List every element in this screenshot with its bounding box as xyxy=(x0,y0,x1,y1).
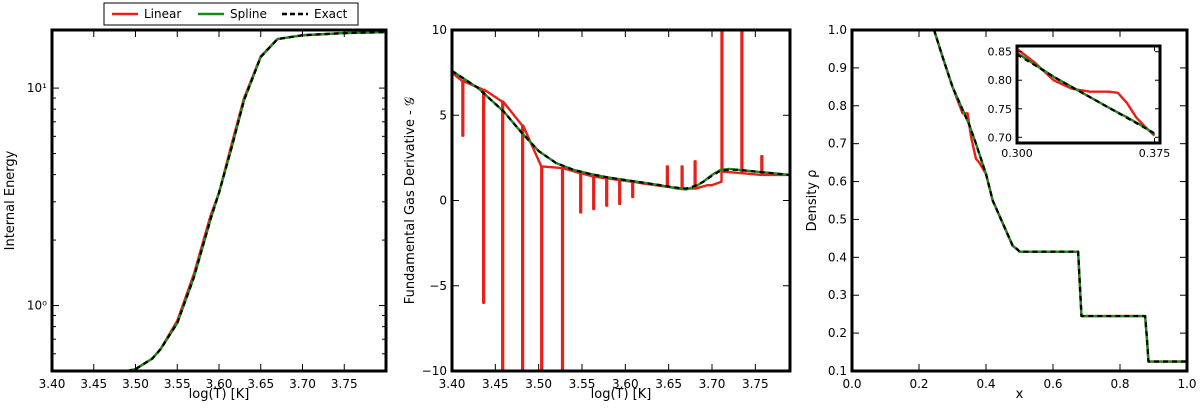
legend: Linear Spline Exact xyxy=(103,2,359,26)
x-tick-label: 3.75 xyxy=(331,377,358,391)
y-tick-label: 0.75 xyxy=(988,103,1013,116)
x-tick-label: 3.65 xyxy=(655,377,682,391)
x-tick-label: 3.60 xyxy=(612,377,639,391)
y-tick-label: 0.1 xyxy=(828,364,847,378)
y-tick-label: 0.85 xyxy=(988,46,1013,59)
y-tick-label: 5 xyxy=(439,108,447,122)
y-tick-label: 10⁰ xyxy=(27,299,47,313)
legend-label-exact: Exact xyxy=(314,7,348,21)
series-exact-line xyxy=(126,30,386,371)
x-tick-label: 1.0 xyxy=(1177,377,1196,391)
legend-box xyxy=(103,2,359,26)
y-tick-label: 0.80 xyxy=(988,74,1013,87)
x-tick-label: 3.40 xyxy=(439,377,466,391)
y-tick-label: 10 xyxy=(432,23,447,37)
series-exact-line xyxy=(452,70,790,190)
x-axis-label: x xyxy=(1016,387,1024,402)
x-tick-label: 0.0 xyxy=(842,377,861,391)
x-tick-label: 0.375 xyxy=(1139,147,1171,160)
x-tick-label: 3.65 xyxy=(247,377,274,391)
series-group xyxy=(932,30,1187,363)
series-group xyxy=(452,30,790,371)
plot-frame xyxy=(450,28,792,373)
x-tick-label: 3.70 xyxy=(289,377,316,391)
y-tick-label: 0.6 xyxy=(828,175,847,189)
x-tick-label: 3.60 xyxy=(206,377,233,391)
x-tick-label: 3.55 xyxy=(569,377,596,391)
y-tick-label: 0.2 xyxy=(828,326,847,340)
plot-frame xyxy=(850,28,1189,373)
y-tick-label: 0.9 xyxy=(828,61,847,75)
y-tick-label: 0 xyxy=(439,194,447,208)
ticks: 3.40 3.45 3.50 3.55 3.60 3.65 3.70 3.75 −10 −5 0 5 1… xyxy=(422,23,790,391)
plot-area xyxy=(52,30,386,371)
x-tick-label: 3.70 xyxy=(699,377,726,391)
y-axis-label: Density ρ xyxy=(805,170,820,232)
x-tick-label: 0.8 xyxy=(1110,377,1129,391)
y-tick-label: −5 xyxy=(429,279,447,293)
y-tick-label: 1.0 xyxy=(828,23,847,37)
ticks: 0.0 0.2 0.4 0.6 0.8 1.00.10.20.30.40.50.60.70… xyxy=(828,23,1197,391)
y-tick-label: 0.5 xyxy=(828,212,847,226)
x-tick-label: 0.4 xyxy=(976,377,995,391)
fundamental-gas-derivative-chart: 3.40 3.45 3.50 3.55 3.60 3.65 3.70 3.75 −10 −5 0 5 1… xyxy=(403,23,792,402)
internal-energy-chart: 3.40 3.45 3.50 3.55 3.60 3.65 3.70 3.75 10⁰ 10¹ lo… xyxy=(3,28,388,402)
ticks: 0.300 0.375 0.70 0.75 0.80 0.85 xyxy=(988,46,1171,160)
legend-label-linear: Linear xyxy=(144,7,181,21)
series-group xyxy=(1017,47,1156,137)
plot-frame xyxy=(1015,44,1162,145)
y-tick-label: 0.7 xyxy=(828,137,847,151)
y-tick-label: 0.4 xyxy=(828,250,847,264)
x-tick-label: 0.2 xyxy=(909,377,928,391)
x-tick-label: 3.50 xyxy=(122,377,149,391)
y-tick-label: 10¹ xyxy=(27,81,47,95)
x-tick-label: 3.75 xyxy=(742,377,769,391)
x-tick-label: 3.50 xyxy=(525,377,552,391)
x-tick-label: 3.45 xyxy=(80,377,107,391)
x-tick-label: 3.45 xyxy=(482,377,509,391)
density-inset-chart: 0.300 0.375 0.70 0.75 0.80 0.85 xyxy=(988,44,1171,160)
plot-frame xyxy=(50,28,388,373)
series-exact-line xyxy=(1017,53,1156,135)
x-tick-label: 3.55 xyxy=(164,377,191,391)
y-tick-label: −10 xyxy=(422,364,447,378)
x-tick-label: 0.6 xyxy=(1043,377,1062,391)
series-exact-line xyxy=(933,30,1187,363)
x-tick-label: 0.300 xyxy=(1001,147,1033,160)
legend-label-spline: Spline xyxy=(230,7,267,21)
y-axis-label: Fundamental Gas Derivative - 𝒢 xyxy=(403,97,418,304)
y-tick-label: 0.3 xyxy=(828,288,847,302)
plot-area xyxy=(1017,46,1160,143)
y-axis-label: Internal Energy xyxy=(3,150,18,250)
y-tick-label: 0.70 xyxy=(988,131,1013,144)
series-linear-line xyxy=(1017,47,1156,137)
x-tick-label: 3.40 xyxy=(39,377,66,391)
x-axis-label: log(T) [K] xyxy=(189,387,250,402)
series-group xyxy=(126,30,386,371)
x-axis-label: log(T) [K] xyxy=(591,387,652,402)
y-tick-label: 0.8 xyxy=(828,99,847,113)
